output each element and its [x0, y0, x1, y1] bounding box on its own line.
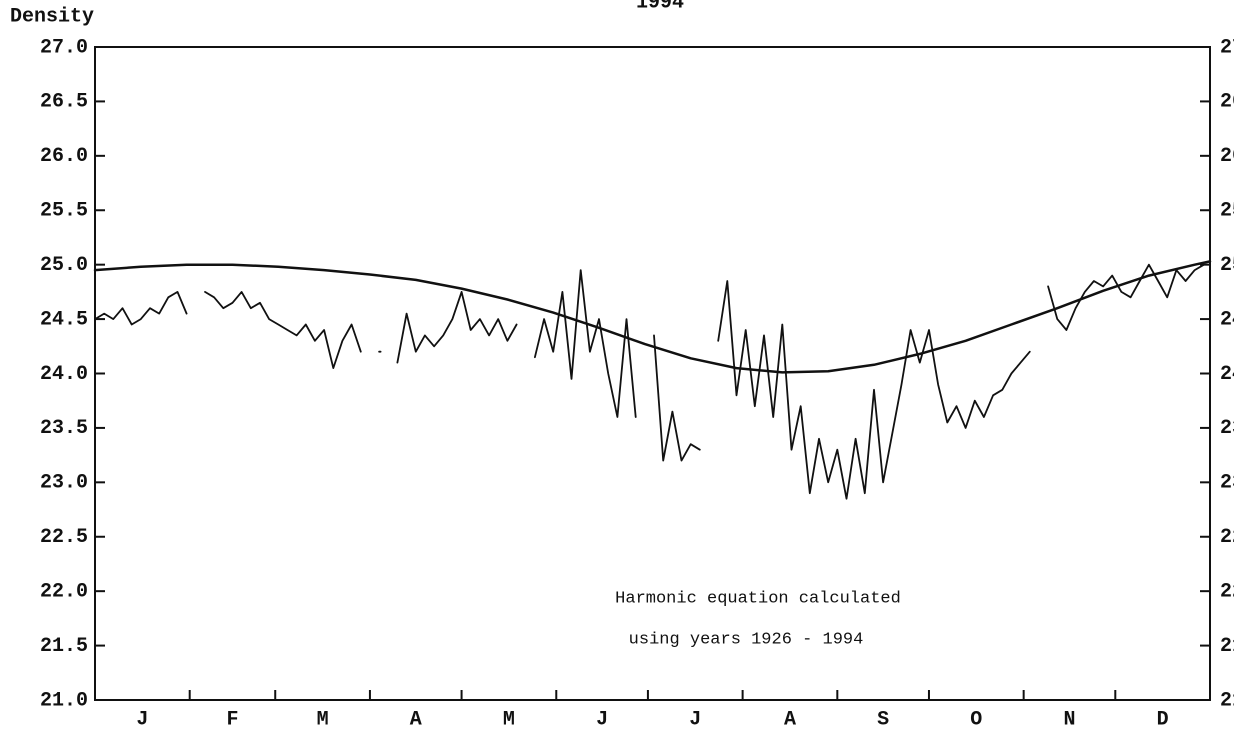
y2-tick-label: 25.0: [1220, 254, 1234, 277]
x-tick-label: A: [784, 708, 796, 731]
y2-tick-label: 23.0: [1220, 472, 1234, 495]
y-tick-label: 26.5: [40, 91, 88, 114]
y2-tick-label: 21.0: [1220, 689, 1234, 712]
x-tick-label: M: [317, 708, 329, 731]
y-axis-label: Density: [10, 5, 94, 28]
y-tick-label: 25.0: [40, 254, 88, 277]
y-tick-label: 24.5: [40, 308, 88, 331]
annotation: Harmonic equation calculated: [615, 589, 901, 608]
y-tick-label: 21.0: [40, 689, 88, 712]
y2-tick-label: 24.0: [1220, 363, 1234, 386]
x-tick-label: O: [970, 708, 982, 731]
y2-tick-label: 22.5: [1220, 526, 1234, 549]
y-tick-label: 25.5: [40, 200, 88, 223]
series-line: [94, 263, 1205, 500]
x-tick-label: J: [136, 708, 148, 731]
x-tick-label: D: [1157, 708, 1169, 731]
y2-tick-label: 22.0: [1220, 580, 1234, 603]
y2-tick-label: 23.5: [1220, 417, 1234, 440]
y-tick-label: 22.0: [40, 580, 88, 603]
annotation: using years 1926 - 1994: [629, 630, 864, 649]
y-tick-label: 23.5: [40, 417, 88, 440]
x-tick-label: S: [877, 708, 889, 731]
x-tick-label: A: [410, 708, 422, 731]
y-tick-label: 26.0: [40, 145, 88, 168]
x-tick-label: J: [596, 708, 608, 731]
y-tick-label: 27.0: [40, 36, 88, 59]
x-tick-label: J: [689, 708, 701, 731]
y2-tick-label: 21.5: [1220, 635, 1234, 658]
x-tick-label: M: [503, 708, 515, 731]
chart-title: 1994: [636, 0, 684, 14]
y2-tick-label: 24.5: [1220, 308, 1234, 331]
y2-tick-label: 25.5: [1220, 200, 1234, 223]
series-line: [93, 260, 1212, 374]
y2-tick-label: 27.0: [1220, 36, 1234, 59]
y-tick-label: 21.5: [40, 635, 88, 658]
y-tick-label: 22.5: [40, 526, 88, 549]
y-tick-label: 23.0: [40, 472, 88, 495]
y2-tick-label: 26.5: [1220, 91, 1234, 114]
x-tick-label: N: [1063, 708, 1075, 731]
y2-tick-label: 26.0: [1220, 145, 1234, 168]
y-tick-label: 24.0: [40, 363, 88, 386]
x-tick-label: F: [226, 708, 238, 731]
